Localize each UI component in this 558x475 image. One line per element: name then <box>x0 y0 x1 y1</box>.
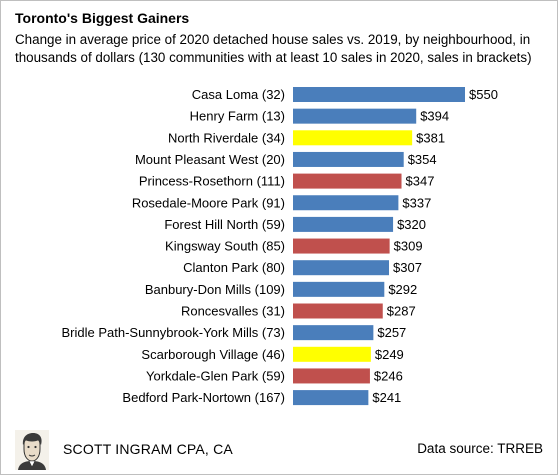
bar <box>293 130 413 146</box>
bar <box>293 325 374 341</box>
category-label: Forest Hill North (59) <box>164 217 285 232</box>
value-label: $287 <box>387 304 416 319</box>
category-label: Casa Loma (32) <box>192 87 285 102</box>
author-name: SCOTT INGRAM CPA, CA <box>63 441 233 457</box>
data-source: Data source: TRREB <box>417 441 543 456</box>
category-label: Rosedale-Moore Park (91) <box>132 195 285 210</box>
category-label: Banbury-Don Mills (109) <box>145 282 285 297</box>
value-label: $381 <box>416 130 445 145</box>
value-label: $394 <box>420 109 449 124</box>
category-label: Mount Pleasant West (20) <box>135 152 285 167</box>
bar <box>293 151 404 167</box>
bar <box>293 238 390 254</box>
category-label: Clanton Park (80) <box>183 260 285 275</box>
value-label: $292 <box>388 282 417 297</box>
bar <box>293 216 394 232</box>
category-label: Kingsway South (85) <box>165 239 285 254</box>
category-label: Henry Farm (13) <box>190 109 285 124</box>
footer: SCOTT INGRAM CPA, CA Data source: TRREB <box>1 426 557 474</box>
category-label: Scarborough Village (46) <box>141 347 285 362</box>
value-label: $320 <box>397 217 426 232</box>
author-portrait-icon <box>15 430 49 470</box>
category-label: North Riverdale (34) <box>168 130 285 145</box>
bar <box>293 173 402 189</box>
bar <box>293 390 369 406</box>
value-label: $337 <box>402 195 431 210</box>
category-label: Princess-Rosethorn (111) <box>139 174 285 189</box>
bar <box>293 195 399 211</box>
chart-title: Toronto's Biggest Gainers <box>15 10 190 26</box>
bar <box>293 281 385 297</box>
bar <box>293 108 417 124</box>
value-label: $550 <box>469 87 498 102</box>
value-label: $354 <box>408 152 437 167</box>
category-label: Bedford Park-Nortown (167) <box>122 390 285 405</box>
bar <box>293 303 383 319</box>
value-label: $309 <box>394 239 423 254</box>
bar <box>293 87 465 102</box>
value-label: $307 <box>393 260 422 275</box>
bar <box>293 346 371 362</box>
value-label: $249 <box>375 347 404 362</box>
bar <box>293 260 390 276</box>
bar-chart: Casa Loma (32) $550 Henry Farm (13) $394 Nor… <box>61 87 498 406</box>
value-label: $257 <box>377 325 406 340</box>
value-label: $241 <box>372 390 401 405</box>
category-label: Roncesvalles (31) <box>181 304 285 319</box>
value-label: $246 <box>374 368 403 383</box>
bar <box>293 368 370 384</box>
category-label: Yorkdale-Glen Park (59) <box>146 368 285 383</box>
chart-subtitle: Change in average price of 2020 detached… <box>15 32 532 65</box>
value-label: $347 <box>406 174 435 189</box>
category-label: Bridle Path-Sunnybrook-York Mills (73) <box>61 325 285 340</box>
